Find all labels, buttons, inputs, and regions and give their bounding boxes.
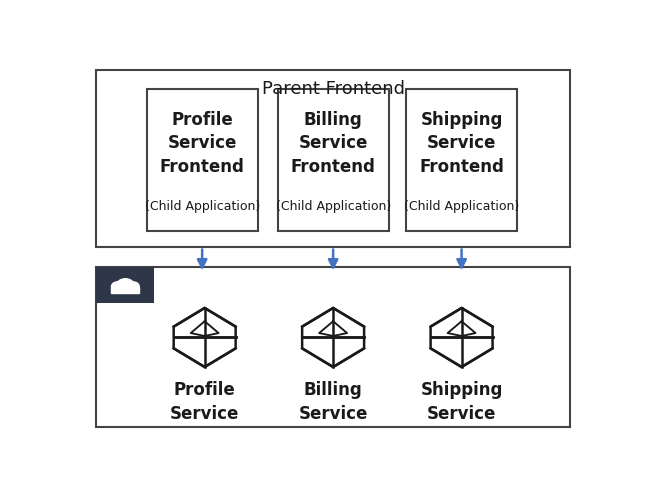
Bar — [147, 90, 257, 231]
Bar — [96, 268, 154, 304]
Bar — [278, 90, 389, 231]
Bar — [112, 287, 139, 293]
Text: Shipping
Service: Shipping Service — [421, 381, 502, 423]
Bar — [406, 90, 517, 231]
Text: Shipping
Service
Frontend: Shipping Service Frontend — [419, 111, 504, 176]
Circle shape — [112, 282, 124, 291]
Text: (Child Application): (Child Application) — [404, 200, 519, 213]
Text: Parent Frontend: Parent Frontend — [261, 80, 404, 98]
Circle shape — [127, 282, 139, 291]
Bar — [96, 268, 570, 427]
Text: Profile
Service
Frontend: Profile Service Frontend — [160, 111, 244, 176]
Text: (Child Application): (Child Application) — [276, 200, 391, 213]
Text: Billing
Service
Frontend: Billing Service Frontend — [291, 111, 376, 176]
Text: Billing
Service: Billing Service — [298, 381, 368, 423]
Text: (Child Application): (Child Application) — [144, 200, 260, 213]
Circle shape — [116, 279, 134, 292]
Text: Profile
Service: Profile Service — [170, 381, 239, 423]
Bar — [96, 70, 570, 246]
